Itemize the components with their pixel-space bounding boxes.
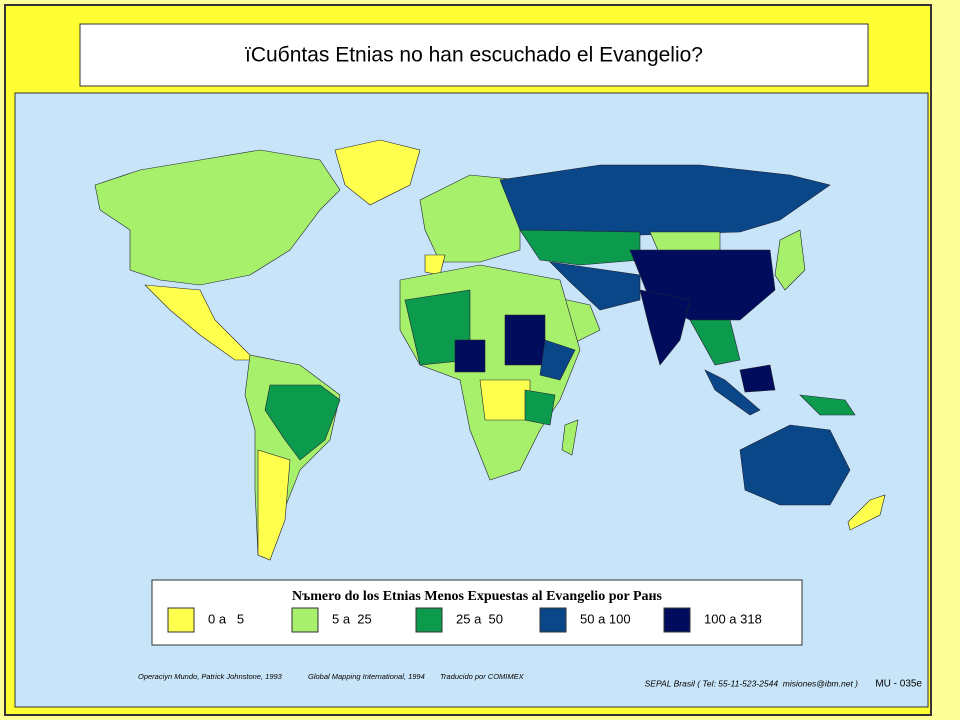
legend: 0 a 5 5 a 25 25 a 50 50 a 100 100 a 318 bbox=[167, 607, 762, 633]
legend-swatch bbox=[539, 607, 567, 633]
europe bbox=[419, 174, 521, 263]
continents bbox=[94, 139, 886, 561]
borneo bbox=[739, 364, 776, 393]
title: ïCuбntas Etnias no han escuchado el Evan… bbox=[245, 44, 703, 67]
tanzania bbox=[524, 389, 556, 426]
title-box bbox=[79, 23, 869, 87]
north-america bbox=[94, 149, 341, 286]
india bbox=[639, 289, 691, 366]
brazil bbox=[264, 384, 341, 461]
japan bbox=[774, 229, 806, 291]
legend-swatch bbox=[415, 607, 443, 633]
madagascar bbox=[561, 419, 579, 456]
central-asia bbox=[519, 229, 641, 266]
ethiopia bbox=[539, 339, 576, 381]
congo bbox=[479, 379, 531, 421]
credit: Operaciуn Mundo, Patrick Johnstone, 1993 bbox=[138, 672, 283, 681]
credit: Global Mapping International, 1994 bbox=[308, 672, 425, 681]
middle-east bbox=[549, 261, 641, 311]
document-code: MU - 035e bbox=[875, 679, 922, 690]
legend-label: 0 a 5 bbox=[208, 611, 244, 626]
australia bbox=[739, 424, 851, 506]
greenland bbox=[334, 139, 421, 206]
legend-swatch bbox=[291, 607, 319, 633]
southeast-asia bbox=[689, 319, 741, 366]
sudan bbox=[504, 314, 546, 366]
nigeria bbox=[454, 339, 486, 373]
new-guinea bbox=[799, 394, 856, 416]
legend-swatch bbox=[663, 607, 691, 633]
legend-label: 50 a 100 bbox=[580, 611, 631, 626]
new-zealand bbox=[847, 494, 886, 531]
legend-box bbox=[151, 579, 803, 646]
legend-label: 5 a 25 bbox=[332, 611, 372, 626]
sumatra bbox=[704, 369, 761, 416]
legend-label: 100 a 318 bbox=[704, 611, 762, 626]
southern-cone bbox=[257, 449, 291, 561]
credit: Traducido por COMIMEX bbox=[440, 672, 525, 681]
legend-swatch bbox=[167, 607, 195, 633]
legend-title: Nъmero do los Etnias Menos Expuestas al … bbox=[292, 589, 663, 604]
legend-label: 25 a 50 bbox=[456, 611, 503, 626]
contact: SEPAL Brasil ( Tel: 55-11-523-2544 misio… bbox=[645, 678, 859, 688]
